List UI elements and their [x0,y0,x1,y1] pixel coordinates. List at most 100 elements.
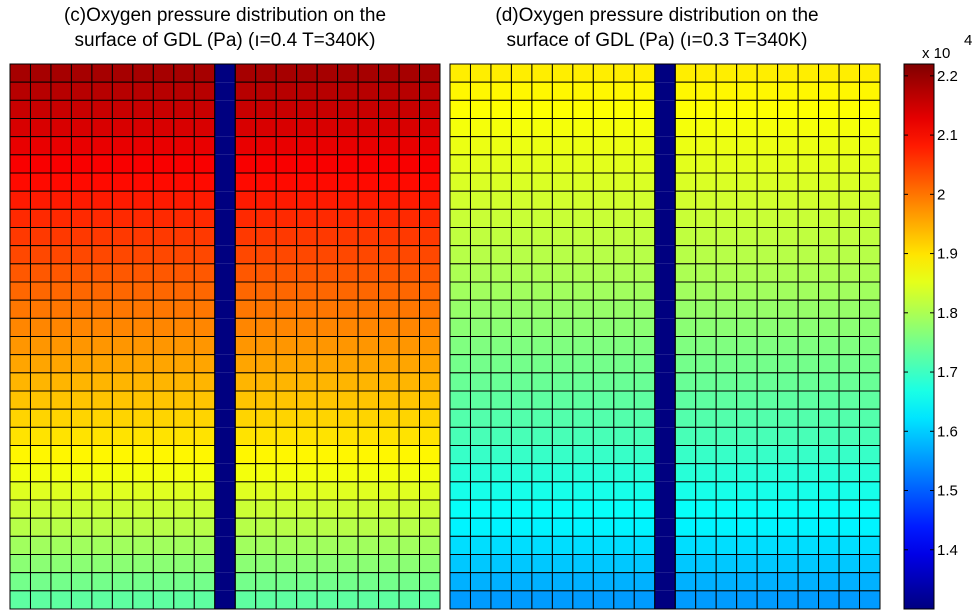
heatmap-cell [469,81,492,101]
heatmap-cell [674,572,697,592]
heatmap-cell [70,190,93,210]
heatmap-cell [357,317,380,338]
heatmap-cell [378,245,400,265]
heatmap-cell [797,172,820,192]
heatmap-cell [29,227,52,247]
heatmap-cell [695,299,717,319]
heatmap-cell [715,554,738,574]
heatmap-cell [337,81,359,101]
heatmap-cell [173,535,195,555]
heatmap-cell [756,463,779,483]
heatmap-cell [419,227,441,247]
heatmap-cell [173,172,195,192]
heatmap-cell [296,517,318,537]
heatmap-cell [91,590,113,610]
heatmap-cell [469,136,492,156]
heatmap-cell [296,372,318,392]
heatmap-cell [419,317,441,338]
heatmap-cell [736,408,758,428]
heatmap-cell [70,336,93,356]
heatmap-cell [132,426,154,447]
heatmap-cell [29,354,52,374]
heatmap-cell [214,572,236,591]
heatmap-cell [357,190,380,210]
heatmap-cell [756,336,779,356]
heatmap-cell [592,372,615,392]
heatmap-cell [296,281,318,301]
heatmap-cell [337,517,359,537]
heatmap-cell [777,99,799,120]
heatmap-cell [736,517,758,537]
heatmap-cell [275,208,298,228]
heatmap-cell [70,535,93,555]
heatmap-cell [797,572,820,592]
heatmap-cell [255,426,277,447]
heatmap-cell [357,99,380,120]
heatmap-cell [756,535,779,555]
heatmap-cell [111,245,134,265]
heatmap-cell [633,99,656,120]
heatmap-cell [152,517,175,537]
heatmap-cell [613,554,635,574]
heatmap-cell [838,535,861,555]
heatmap-cell [255,554,277,574]
heatmap-cell [378,208,400,228]
heatmap-cell [132,190,154,210]
heatmap-cell [193,281,216,301]
heatmap-cell [111,136,134,156]
heatmap-cell [91,245,113,265]
heatmap-cell [152,81,175,101]
heatmap-c [9,63,441,610]
heatmap-cell [378,63,400,83]
heatmap-cell [357,372,380,392]
heatmap-cell [633,445,656,465]
heatmap-cell [592,499,615,519]
heatmap-cell [531,263,553,283]
heatmap-cell [613,190,635,210]
heatmap-cell [9,263,31,283]
heatmap-cell [838,390,861,410]
heatmap-cell [715,590,738,610]
heatmap-cell [859,208,881,228]
heatmap-cell [859,245,881,265]
heatmap-cell [736,445,758,465]
heatmap-cell [398,554,421,574]
heatmap-cell [674,445,697,465]
heatmap-cell [818,463,840,483]
heatmap-cell [449,535,471,555]
heatmap-cell [173,572,195,592]
heatmap-cell [152,590,175,610]
heatmap-cell [531,336,553,356]
heatmap-cell [9,426,31,447]
heatmap-cell [316,172,339,192]
colorbar-tick-label: 1.9 [937,246,958,263]
heatmap-cell [654,409,676,428]
heatmap-cell [469,390,492,410]
heatmap-cell [510,136,533,156]
heatmap-cell [695,172,717,192]
heatmap-cell [296,317,318,338]
heatmap-cell [234,263,257,283]
heatmap-cell [9,81,31,101]
heatmap-cell [9,390,31,410]
heatmap-cell [234,590,257,610]
heatmap-cell [234,535,257,555]
heatmap-cell [214,209,236,228]
heatmap-cell [756,481,779,501]
heatmap-cell [398,63,421,83]
heatmap-cell [419,245,441,265]
heatmap-cell [275,481,298,501]
heatmap-cell [91,136,113,156]
heatmap-cell [510,317,533,338]
heatmap-cell [654,590,676,609]
heatmap-cell [510,81,533,101]
heatmap-cell [551,99,574,120]
heatmap-cell [275,336,298,356]
heatmap-cell [695,463,717,483]
heatmap-cell [551,172,574,192]
heatmap-cell [777,390,799,410]
heatmap-cell [654,209,676,228]
heatmap-cell [449,354,471,374]
heatmap-cell [234,136,257,156]
heatmap-cell [152,190,175,210]
